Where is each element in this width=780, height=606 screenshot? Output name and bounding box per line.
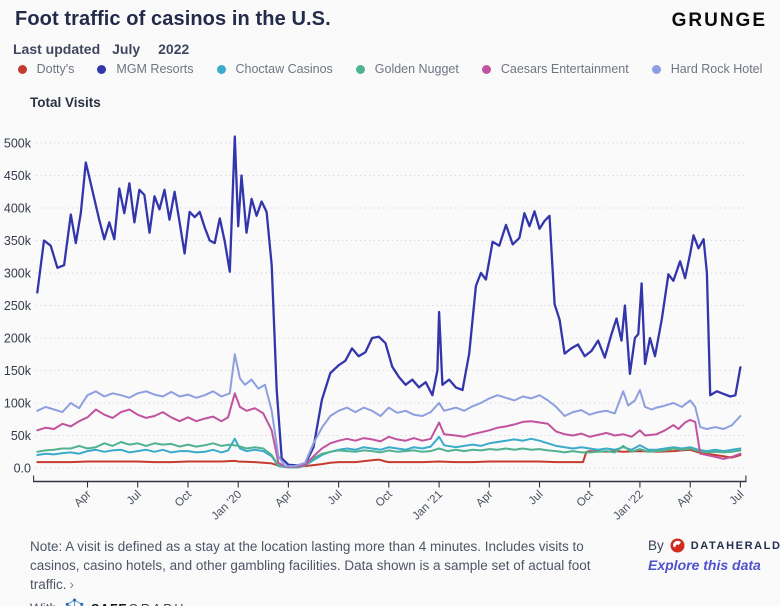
svg-text:Jul: Jul xyxy=(527,489,546,508)
choctaw-color-dot-icon xyxy=(216,64,226,74)
grunge-logo: GRUNGE xyxy=(671,10,767,31)
svg-text:0.0: 0.0 xyxy=(14,462,31,476)
legend-label: Hard Rock Hotel xyxy=(670,62,763,76)
svg-text:Apr: Apr xyxy=(72,488,93,509)
last-updated: Last updated July 2022 xyxy=(13,41,189,57)
svg-text:Apr: Apr xyxy=(675,488,696,509)
safegraph-link[interactable]: SAFEGRAPH xyxy=(64,598,186,606)
svg-text:50k: 50k xyxy=(11,429,32,443)
legend-item-caesars-entertainment[interactable]: Caesars Entertainment xyxy=(481,62,629,76)
golden-nugget-color-dot-icon xyxy=(355,64,365,74)
dataherald-link[interactable]: By DATAHERALD xyxy=(648,538,780,553)
legend-item-hard-rock-hotel[interactable]: Hard Rock Hotel xyxy=(651,62,763,76)
legend-label: MGM Resorts xyxy=(116,62,194,76)
last-updated-prefix: Last updated xyxy=(13,41,101,57)
safegraph-chevron-icon[interactable]: › xyxy=(196,601,201,606)
svg-text:Apr: Apr xyxy=(474,488,495,509)
legend-label: Dotty's xyxy=(36,62,75,76)
dataherald-wordmark: DATAHERALD xyxy=(690,539,780,552)
last-updated-month: July xyxy=(112,41,141,57)
mgm-color-dot-icon xyxy=(97,64,107,74)
svg-text:Oct: Oct xyxy=(173,488,195,510)
svg-text:150k: 150k xyxy=(4,364,32,378)
svg-text:Jan '21: Jan '21 xyxy=(410,489,445,523)
svg-text:400k: 400k xyxy=(4,202,32,216)
last-updated-year: 2022 xyxy=(158,41,190,57)
hard-rock-color-dot-icon xyxy=(651,64,661,74)
legend-label: Caesars Entertainment xyxy=(500,62,629,76)
svg-text:450k: 450k xyxy=(4,169,32,183)
dottys-color-dot-icon xyxy=(17,64,27,74)
svg-text:100k: 100k xyxy=(4,397,32,411)
caesars-color-dot-icon xyxy=(481,64,491,74)
legend-label: Choctaw Casinos xyxy=(235,62,333,76)
svg-text:Apr: Apr xyxy=(273,488,294,509)
legend-item-dottys[interactable]: Dotty's xyxy=(17,62,75,76)
svg-text:250k: 250k xyxy=(4,299,32,313)
with-label: With xyxy=(30,601,57,606)
line-chart: 0.0 50k 100k 150k 200k 250k 300k 350k 400k 450k 50… xyxy=(4,135,747,523)
legend-label: Golden Nugget xyxy=(374,62,459,76)
svg-text:Jan '22: Jan '22 xyxy=(611,489,646,523)
svg-text:Jul: Jul xyxy=(125,489,144,508)
chart-legend: Dotty's MGM Resorts Choctaw Casinos Gold… xyxy=(0,62,780,76)
methodology-note: Note: A visit is defined as a stay at th… xyxy=(30,539,591,592)
svg-text:300k: 300k xyxy=(4,267,32,281)
safegraph-logo-icon xyxy=(65,598,84,606)
svg-text:Jul: Jul xyxy=(326,489,345,508)
svg-text:200k: 200k xyxy=(4,332,32,346)
footer-note-block: Note: A visit is defined as a stay at th… xyxy=(30,537,622,606)
legend-item-golden-nugget[interactable]: Golden Nugget xyxy=(355,62,459,76)
by-label: By xyxy=(648,538,664,553)
svg-text:Jan '20: Jan '20 xyxy=(210,489,245,523)
safegraph-wordmark-graph: GRAPH xyxy=(129,602,186,606)
svg-text:350k: 350k xyxy=(4,234,32,248)
safegraph-wordmark-safe: SAFE xyxy=(91,602,128,606)
note-expand-chevron-icon[interactable]: › xyxy=(69,577,75,592)
y-axis-title: Total Visits xyxy=(30,95,101,110)
svg-text:Oct: Oct xyxy=(374,488,396,510)
svg-text:Oct: Oct xyxy=(575,488,597,510)
dataherald-attribution: By DATAHERALD Explore this data xyxy=(648,538,780,573)
svg-text:Jul: Jul xyxy=(728,489,747,508)
page-title: Foot traffic of casinos in the U.S. xyxy=(15,8,331,30)
legend-item-mgm-resorts[interactable]: MGM Resorts xyxy=(97,62,194,76)
explore-data-link[interactable]: Explore this data xyxy=(648,557,761,573)
legend-item-choctaw-casinos[interactable]: Choctaw Casinos xyxy=(216,62,333,76)
dataherald-logo-icon xyxy=(670,538,685,553)
svg-text:500k: 500k xyxy=(4,137,32,151)
safegraph-attribution: With SAFEGRAPH › xyxy=(30,598,622,606)
